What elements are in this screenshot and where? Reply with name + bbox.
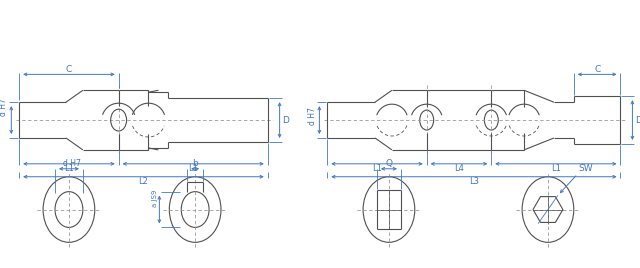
- Text: L1: L1: [64, 164, 74, 173]
- Text: d H7: d H7: [0, 98, 8, 116]
- Text: L2: L2: [138, 177, 148, 186]
- Text: SW: SW: [579, 164, 593, 173]
- Text: L3: L3: [469, 177, 479, 186]
- Text: L4: L4: [454, 164, 464, 173]
- Text: d H7: d H7: [63, 159, 81, 168]
- Text: Q: Q: [385, 159, 392, 168]
- Text: D: D: [635, 116, 640, 125]
- Text: C: C: [66, 65, 72, 74]
- Text: d H7: d H7: [308, 107, 317, 125]
- Text: L1: L1: [551, 164, 561, 173]
- Text: L1: L1: [188, 164, 198, 173]
- Text: b: b: [192, 159, 198, 168]
- Text: D: D: [282, 116, 289, 125]
- Text: L1: L1: [372, 164, 382, 173]
- Text: a JS9: a JS9: [152, 190, 158, 207]
- Text: C: C: [594, 65, 600, 74]
